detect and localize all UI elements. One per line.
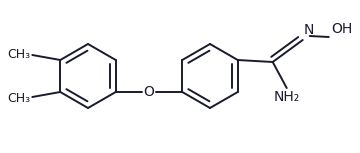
Text: CH₃: CH₃ [7, 47, 30, 60]
Text: NH₂: NH₂ [274, 90, 300, 104]
Text: N: N [304, 23, 314, 37]
Text: OH: OH [332, 22, 353, 36]
Text: CH₃: CH₃ [7, 91, 30, 104]
Text: O: O [144, 85, 154, 99]
